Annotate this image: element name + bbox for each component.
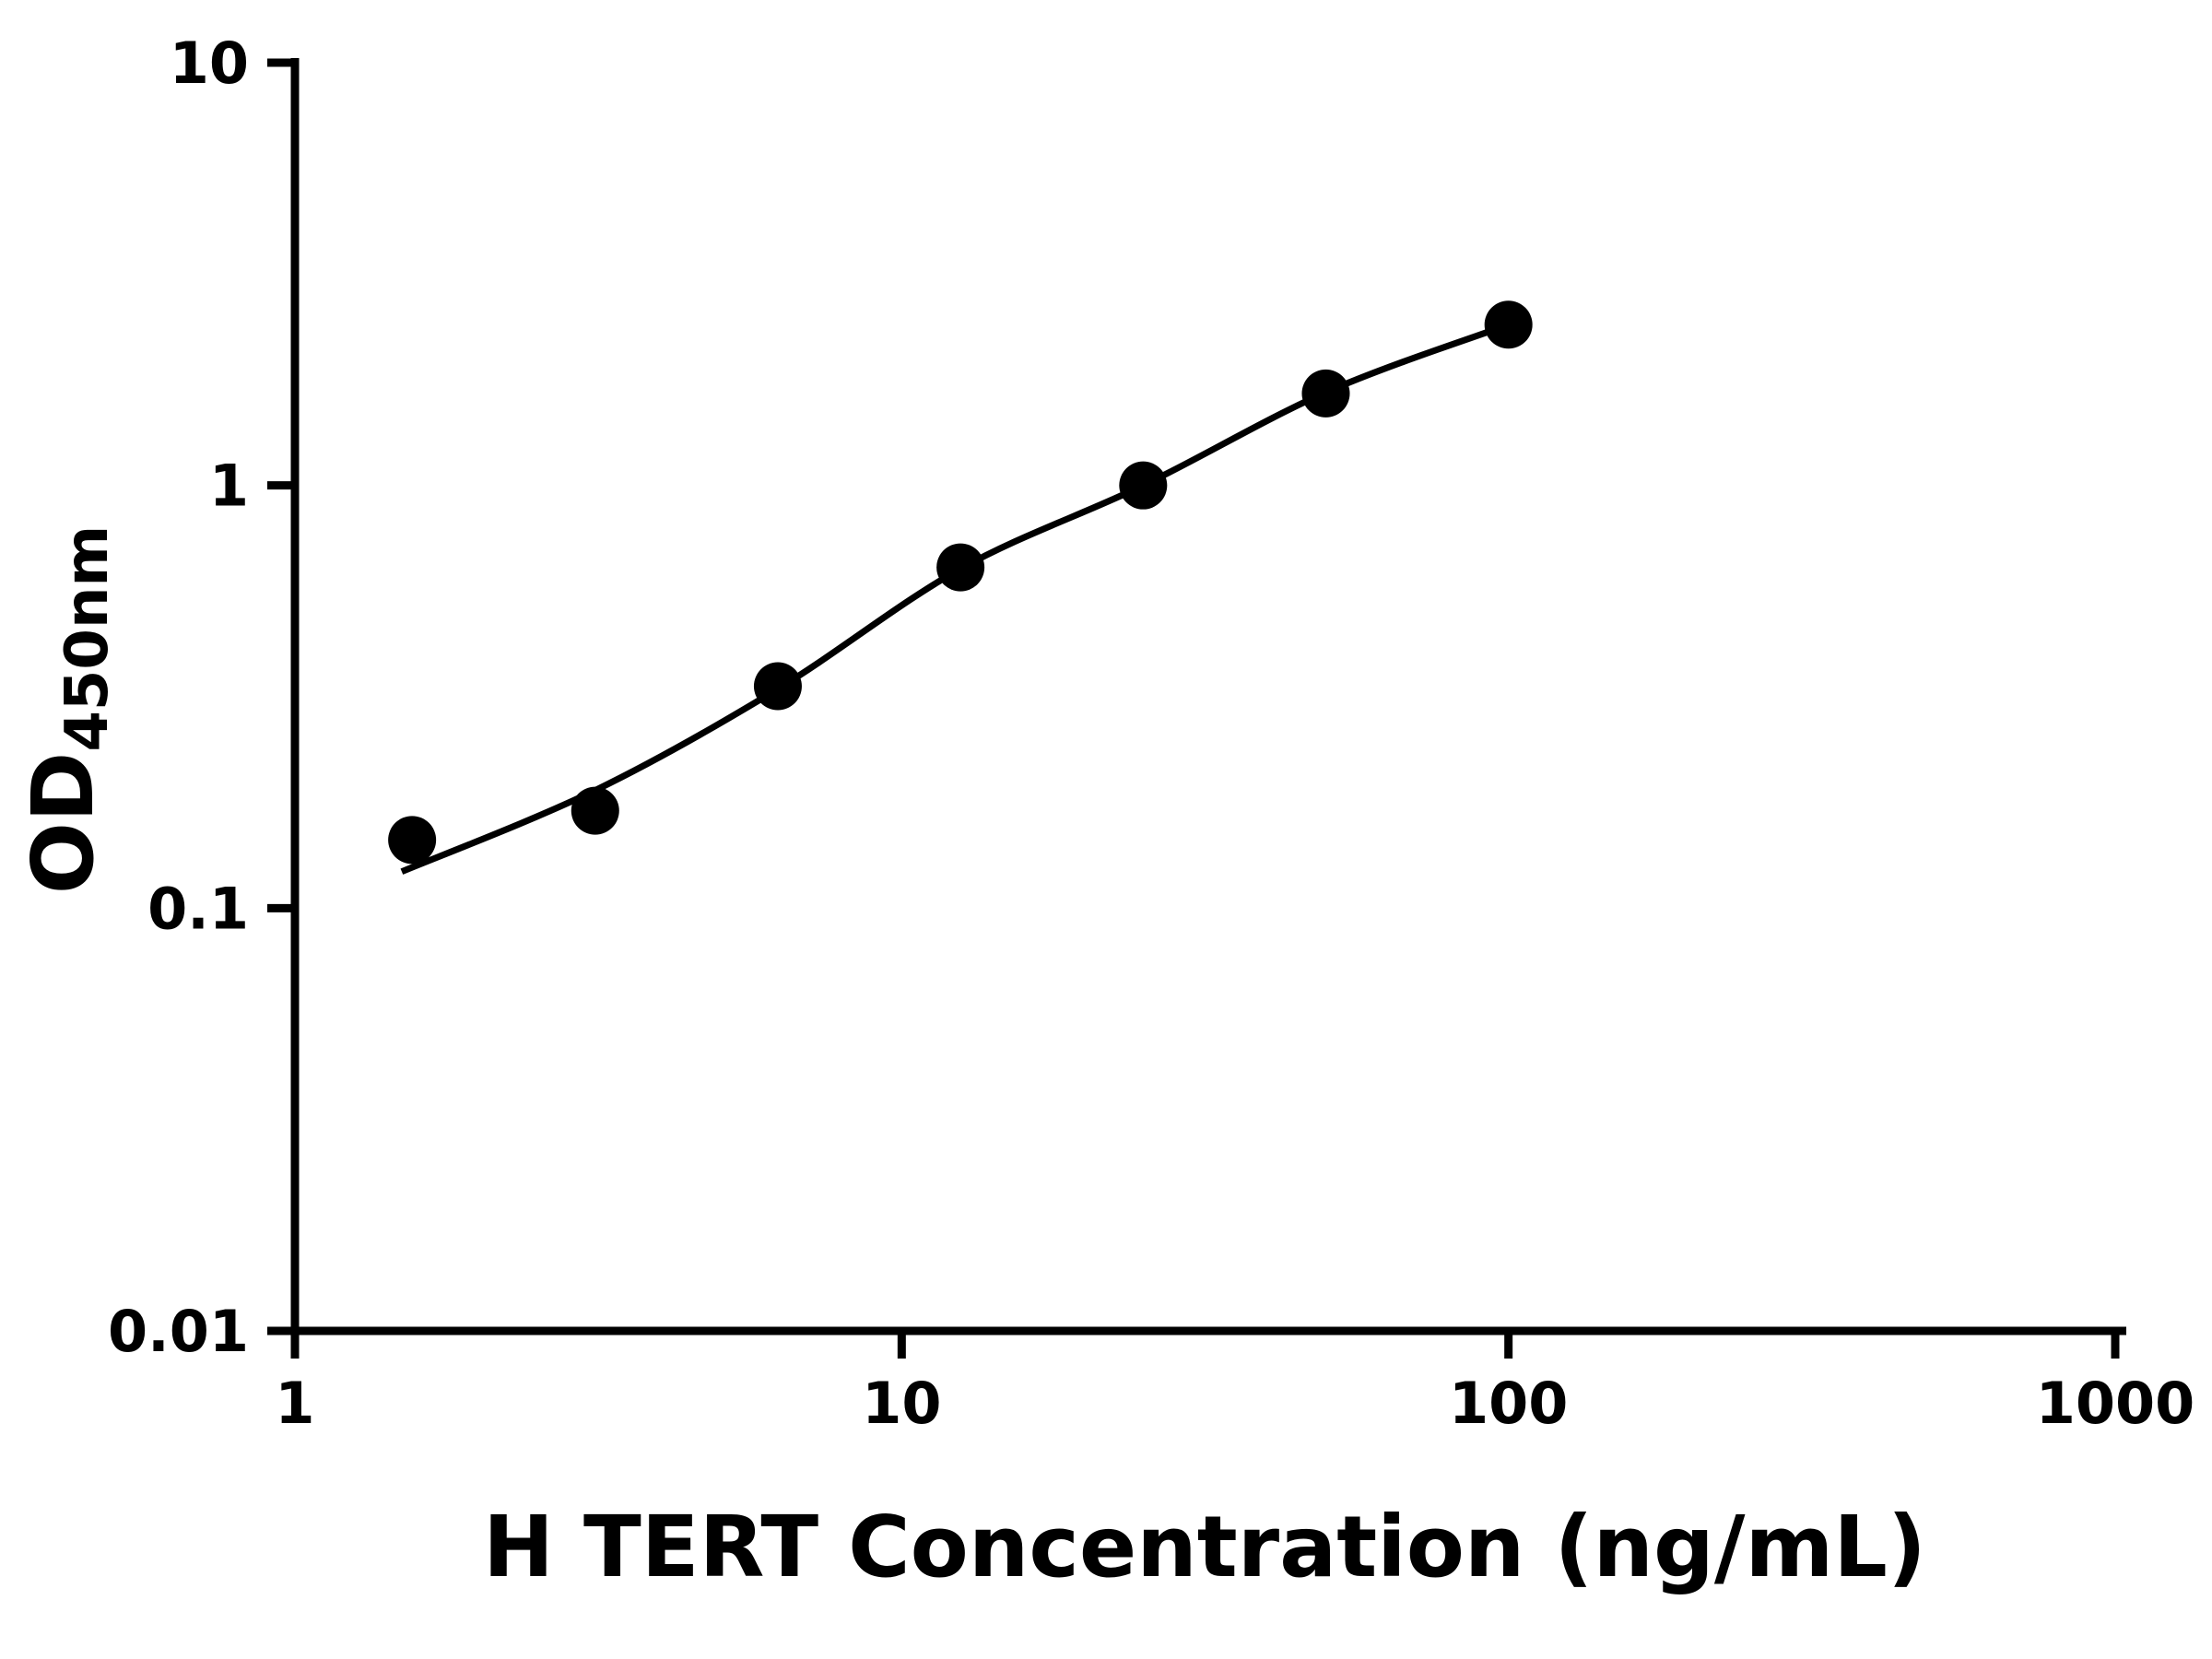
x-tick-label: 100 xyxy=(1449,1370,1568,1437)
x-axis-title: H TERT Concentration (ng/mL) xyxy=(483,1498,1926,1596)
data-point xyxy=(571,786,619,835)
y-axis-title-main: OD xyxy=(14,752,112,895)
data-point xyxy=(753,662,802,711)
data-point xyxy=(1301,369,1350,418)
data-point xyxy=(936,543,985,592)
x-tick-label: 10 xyxy=(862,1370,941,1437)
y-tick-label: 0.01 xyxy=(108,1298,249,1365)
plot-area: 1 10 100 1000 0.01 0.1 1 10 xyxy=(108,29,2194,1437)
data-point xyxy=(388,816,437,865)
x-tick-label: 1000 xyxy=(2036,1370,2195,1437)
svg-text:OD450nm: OD450nm xyxy=(14,525,122,894)
y-tick-label: 10 xyxy=(170,29,249,97)
x-tick-label: 1 xyxy=(275,1370,314,1437)
y-axis-title: OD450nm xyxy=(14,525,122,894)
data-point xyxy=(1119,461,1168,510)
y-tick-label: 0.1 xyxy=(147,875,249,942)
data-point xyxy=(1484,300,1533,349)
y-tick-label: 1 xyxy=(209,453,249,520)
y-axis-title-subscript: 450nm xyxy=(53,525,122,752)
